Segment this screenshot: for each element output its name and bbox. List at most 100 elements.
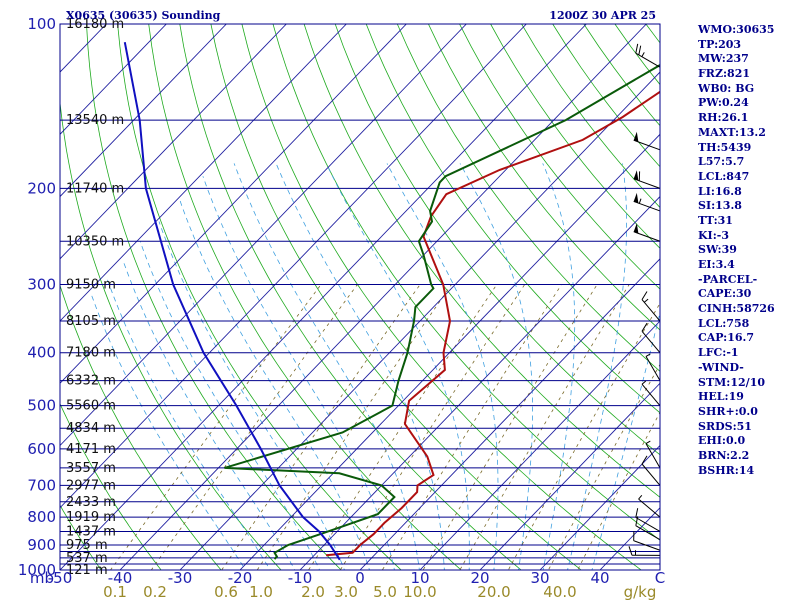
mixing-ratio-label: 3.0 — [334, 583, 358, 600]
index-item: LCL:758 — [698, 316, 750, 330]
wind-barb — [641, 455, 661, 486]
barb-staff — [645, 356, 661, 381]
dry-adiabat — [303, 24, 660, 498]
isotherm — [60, 24, 347, 322]
wind-barb — [633, 131, 661, 151]
height-label: 13540 m — [66, 113, 124, 128]
barb-flag — [635, 43, 639, 54]
moist-adiabat — [122, 259, 296, 570]
height-label: 5560 m — [66, 399, 116, 414]
height-label: 7180 m — [66, 346, 116, 361]
mixing-ratio-line — [547, 363, 660, 570]
barb-flag — [641, 291, 648, 300]
barb-half-flag — [645, 440, 651, 445]
index-item: RH:26.1 — [698, 111, 749, 125]
height-label: 2977 m — [66, 478, 116, 493]
index-item: LI:16.8 — [698, 184, 742, 198]
index-item: BRN:2.2 — [698, 448, 750, 462]
height-label: 4834 m — [66, 421, 116, 436]
dry-adiabat — [459, 24, 660, 290]
moist-adiabat — [325, 163, 470, 570]
dry-adiabat — [428, 24, 660, 331]
index-item: -WIND- — [698, 360, 744, 374]
temperature-tick-label: -30 — [168, 569, 193, 587]
wind-barbs — [628, 43, 661, 556]
chart-datetime: 1200Z 30 APR 25 — [549, 9, 656, 22]
isotherm — [179, 71, 660, 570]
moist-adiabat — [567, 163, 627, 570]
index-item: KI:-3 — [698, 228, 729, 242]
temperature-tick-label: -20 — [228, 569, 253, 587]
mixing-ratio-label: 1.0 — [249, 583, 273, 600]
height-label: 16180 m — [66, 17, 124, 32]
plot-frame — [59, 23, 661, 571]
dry-adiabat — [60, 98, 282, 570]
mixing-ratio-label: 20.0 — [477, 583, 510, 600]
moist-adiabat — [233, 163, 420, 570]
mixing-ratio-label: 5.0 — [373, 583, 397, 600]
pressure-tick-label: 1000 — [18, 561, 56, 579]
parcel-line — [123, 42, 341, 561]
barb-half-flag — [638, 198, 642, 204]
index-item: SI:13.8 — [698, 199, 742, 213]
barb-flag — [635, 508, 639, 518]
dry-adiabat — [60, 284, 222, 570]
barb-pennant — [633, 192, 639, 204]
index-item: STM:12/10 — [698, 375, 765, 389]
mixing-ratio-label: 0.2 — [143, 583, 167, 600]
wind-barb — [633, 170, 661, 189]
pressure-tick-label: 100 — [27, 15, 56, 33]
dry-adiabat — [86, 24, 342, 570]
wind-barb — [628, 546, 661, 556]
wind-barb — [638, 494, 661, 518]
isotherm — [359, 258, 660, 570]
height-label: 3557 m — [66, 461, 116, 476]
mixing-ratio-label: 40.0 — [543, 583, 576, 600]
isotherm — [60, 24, 287, 260]
profiles — [123, 42, 660, 561]
pressure-tick-label: 400 — [27, 344, 56, 362]
temperature-tick-label: 0 — [355, 569, 365, 587]
index-item: HEL:19 — [698, 390, 744, 404]
index-item: CAP:16.7 — [698, 331, 755, 345]
index-item: EHI:0.0 — [698, 434, 746, 448]
isotherm — [419, 320, 660, 570]
wind-barb — [645, 440, 661, 469]
index-item: TH:5439 — [698, 140, 752, 154]
barb-pennant — [633, 131, 639, 142]
index-item: BSHR:14 — [698, 463, 755, 477]
barb-staff — [641, 463, 661, 486]
barb-half-flag — [645, 353, 651, 357]
barb-half-flag — [638, 494, 643, 500]
wind-barb — [641, 291, 661, 322]
dry-adiabat — [396, 24, 660, 372]
index-item: WB0: BG — [698, 81, 755, 95]
barb-staff — [635, 525, 661, 541]
index-item: L57:5.7 — [698, 155, 745, 169]
dry-adiabat — [365, 24, 660, 414]
temperature-tick-label: -40 — [108, 569, 133, 587]
barb-staff — [635, 517, 661, 532]
height-label: 9150 m — [66, 278, 116, 293]
height-label: 975 m — [66, 538, 108, 553]
temperature-tick-label: 40 — [590, 569, 609, 587]
temperature-tick-label: 30 — [530, 569, 549, 587]
isotherm — [60, 24, 167, 135]
barb-flag — [641, 455, 648, 465]
barb-flag — [628, 546, 633, 556]
mixing-ratio-line — [459, 284, 630, 570]
wind-barb — [633, 223, 661, 242]
height-label: 1919 m — [66, 510, 116, 525]
mixing-ratio-line — [381, 284, 562, 570]
moist-adiabat — [105, 276, 271, 570]
dry-adiabat — [272, 24, 660, 541]
mixing-ratio-label: 0.6 — [214, 583, 238, 600]
dry-adiabat — [179, 24, 522, 570]
isotherm — [60, 24, 587, 570]
mixing-ratio-line — [422, 284, 598, 570]
pressure-tick-label: 600 — [27, 440, 56, 458]
barb-pennant — [633, 170, 639, 181]
temperature-tick-label: 20 — [470, 569, 489, 587]
height-label: 8105 m — [66, 314, 116, 329]
